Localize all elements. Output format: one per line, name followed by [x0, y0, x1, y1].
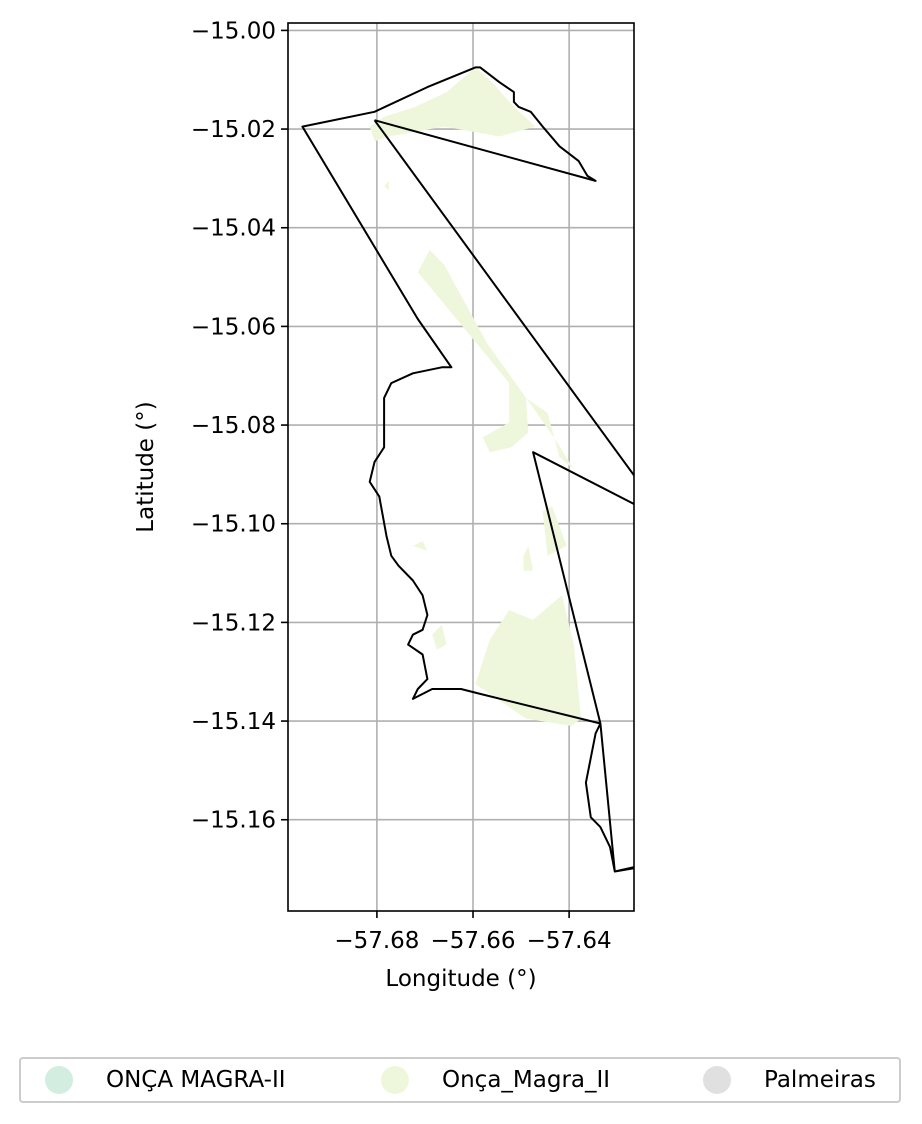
y-tick-label: −15.14 [191, 709, 276, 735]
gridlines [288, 23, 634, 911]
y-tick-label: −15.00 [191, 18, 276, 44]
vegetation-region [523, 545, 534, 571]
y-tick-label: −15.06 [191, 314, 276, 340]
y-axis-label: Latitude (°) [133, 401, 159, 532]
legend-marker-onca-magra-ii-upper [45, 1066, 73, 1094]
vegetation-region [412, 541, 428, 551]
boundary-line [301, 66, 634, 873]
y-tick-label: −15.10 [191, 512, 276, 538]
legend: ONÇA MAGRA-II Onça_Magra_II Palmeiras [19, 1057, 901, 1103]
vegetation-region [432, 624, 447, 650]
legend-item-palmeiras: Palmeiras [703, 1059, 876, 1101]
x-axis: −57.68 −57.66 −57.64 [334, 911, 612, 954]
y-axis: −15.00 −15.02 −15.04 −15.06 −15.08 −15.10 −15.… [191, 18, 288, 834]
legend-marker-palmeiras [703, 1066, 731, 1094]
legend-label-onca-magra-ii: Onça_Magra_II [442, 1067, 611, 1093]
property-boundary [301, 66, 634, 873]
legend-label-onca-magra-ii-upper: ONÇA MAGRA-II [106, 1067, 286, 1093]
land-cover-regions [369, 67, 582, 726]
y-tick-label: −15.12 [191, 610, 276, 636]
legend-marker-onca-magra-ii [381, 1066, 409, 1094]
legend-item-onca-magra-ii-upper: ONÇA MAGRA-II [45, 1059, 286, 1101]
x-tick-label: −57.64 [527, 928, 612, 954]
y-tick-label: −15.08 [191, 413, 276, 439]
vegetation-region [475, 595, 582, 726]
x-tick-label: −57.68 [334, 928, 419, 954]
vegetation-region [542, 506, 567, 556]
vegetation-region [384, 180, 389, 191]
legend-item-onca-magra-ii: Onça_Magra_II [381, 1059, 610, 1101]
y-tick-label: −15.04 [191, 216, 276, 242]
y-tick-label: −15.16 [191, 808, 276, 834]
vegetation-region [417, 249, 574, 470]
axes-frame [287, 22, 635, 912]
legend-label-palmeiras: Palmeiras [764, 1067, 876, 1093]
vegetation-region [369, 67, 536, 142]
x-axis-label: Longitude (°) [385, 966, 536, 992]
y-tick-label: −15.02 [191, 117, 276, 143]
x-tick-label: −57.66 [430, 928, 515, 954]
